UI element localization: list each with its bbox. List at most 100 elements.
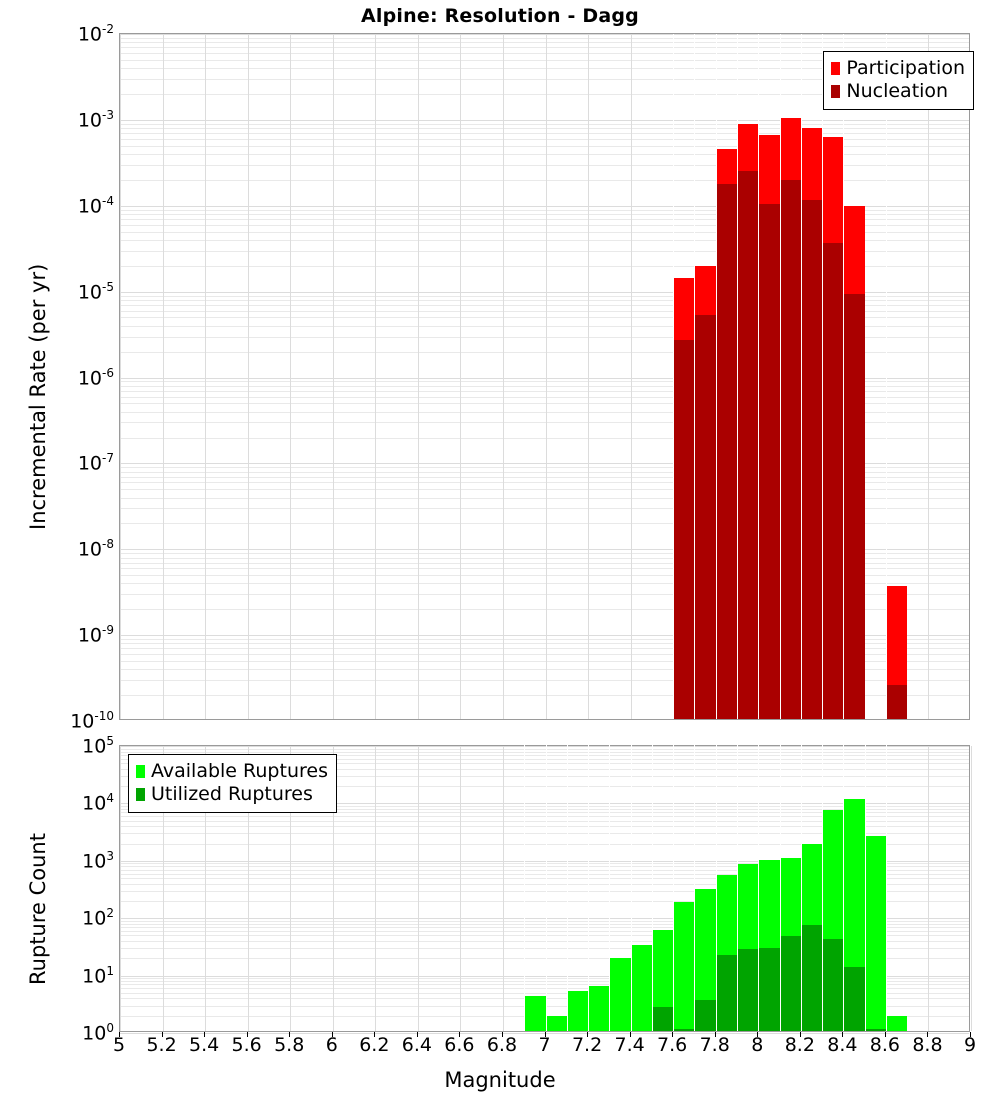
grid-line bbox=[120, 139, 969, 140]
grid-line bbox=[120, 648, 969, 649]
grid-line bbox=[120, 42, 969, 43]
grid-line bbox=[120, 755, 969, 756]
bar-separator bbox=[822, 34, 823, 719]
legend-item-participation[interactable]: Participation bbox=[831, 57, 965, 80]
grid-line bbox=[120, 643, 969, 644]
grid-line bbox=[120, 558, 969, 559]
legend-item-utilized-ruptures[interactable]: Utilized Ruptures bbox=[136, 783, 328, 806]
grid-line bbox=[120, 133, 969, 134]
grid-line bbox=[120, 219, 969, 220]
x-tick-mark bbox=[970, 1032, 971, 1037]
bar bbox=[716, 183, 737, 719]
bar-separator bbox=[865, 744, 866, 1031]
incremental-rate-legend: Participation Nucleation bbox=[823, 51, 974, 110]
grid-line-vertical bbox=[503, 34, 504, 719]
y-tick-label: 102 bbox=[82, 906, 114, 930]
grid-line bbox=[120, 206, 969, 207]
bar bbox=[758, 947, 780, 1031]
y-tick-label: 105 bbox=[82, 734, 114, 758]
x-tick-label: 8.8 bbox=[912, 1034, 943, 1056]
grid-line bbox=[120, 403, 969, 404]
grid-line bbox=[120, 508, 969, 509]
x-tick-label: 6.4 bbox=[401, 1034, 432, 1056]
x-tick-mark bbox=[587, 1032, 588, 1037]
x-tick-mark bbox=[332, 1032, 333, 1037]
grid-line-vertical bbox=[418, 34, 419, 719]
grid-line bbox=[120, 635, 969, 636]
grid-line bbox=[120, 422, 969, 423]
x-tick-label: 7.4 bbox=[614, 1034, 645, 1056]
rupture-count-y-axis-label: Rupture Count bbox=[26, 833, 50, 985]
grid-line bbox=[120, 978, 969, 979]
bar-separator bbox=[801, 744, 802, 1031]
grid-line bbox=[120, 927, 969, 928]
grid-line bbox=[120, 296, 969, 297]
x-tick-mark bbox=[247, 1032, 248, 1037]
bar bbox=[631, 945, 652, 1031]
grid-line bbox=[120, 803, 969, 804]
y-tick-label: 10-8 bbox=[77, 537, 114, 561]
grid-line bbox=[120, 609, 969, 610]
grid-line-vertical bbox=[248, 34, 249, 719]
grid-line bbox=[120, 786, 969, 787]
x-tick-mark bbox=[630, 1032, 631, 1037]
bar-separator bbox=[673, 744, 674, 1031]
x-tick-label: 7.6 bbox=[657, 1034, 688, 1056]
x-tick-mark bbox=[289, 1032, 290, 1037]
legend-item-nucleation[interactable]: Nucleation bbox=[831, 80, 965, 103]
legend-label: Utilized Ruptures bbox=[151, 783, 313, 805]
grid-line bbox=[120, 816, 969, 817]
grid-line bbox=[120, 776, 969, 777]
grid-line bbox=[120, 749, 969, 750]
legend-item-available-ruptures[interactable]: Available Ruptures bbox=[136, 760, 328, 783]
grid-line bbox=[120, 669, 969, 670]
x-tick-mark bbox=[204, 1032, 205, 1037]
grid-line-vertical bbox=[971, 746, 972, 1031]
grid-line bbox=[120, 553, 969, 554]
x-tick-label: 5 bbox=[112, 1034, 126, 1056]
bar-separator bbox=[737, 34, 738, 719]
bar-separator bbox=[737, 744, 738, 1031]
bar-separator bbox=[546, 744, 547, 1031]
grid-line bbox=[120, 583, 969, 584]
grid-line bbox=[120, 305, 969, 306]
grid-line bbox=[120, 240, 969, 241]
grid-line bbox=[120, 266, 969, 267]
y-tick-label: 10-7 bbox=[77, 451, 114, 475]
grid-line-vertical bbox=[163, 34, 164, 719]
x-tick-label: 7.2 bbox=[571, 1034, 603, 1056]
grid-line bbox=[120, 381, 969, 382]
grid-line-vertical bbox=[418, 746, 419, 1031]
bar-separator bbox=[780, 34, 781, 719]
bar-separator bbox=[716, 34, 717, 719]
x-tick-mark bbox=[119, 1032, 120, 1037]
grid-line-vertical bbox=[375, 746, 376, 1031]
grid-line bbox=[120, 993, 969, 994]
x-tick-mark bbox=[417, 1032, 418, 1037]
bar-separator bbox=[673, 34, 674, 719]
x-tick-label: 6.8 bbox=[486, 1034, 518, 1056]
x-tick-label: 8.2 bbox=[784, 1034, 815, 1056]
grid-line-vertical bbox=[588, 34, 589, 719]
grid-line bbox=[120, 180, 969, 181]
grid-line bbox=[120, 311, 969, 312]
grid-line bbox=[120, 146, 969, 147]
grid-line bbox=[120, 759, 969, 760]
x-tick-label: 8.4 bbox=[827, 1034, 858, 1056]
bar bbox=[865, 1028, 886, 1031]
utilized-ruptures-swatch-icon bbox=[136, 788, 145, 801]
grid-line-vertical bbox=[290, 746, 291, 1031]
grid-line bbox=[120, 210, 969, 211]
bar bbox=[758, 203, 780, 719]
grid-line bbox=[120, 472, 969, 473]
bar bbox=[865, 835, 886, 1031]
x-tick-label: 6.6 bbox=[444, 1034, 475, 1056]
x-tick-mark bbox=[162, 1032, 163, 1037]
grid-line bbox=[120, 812, 969, 813]
bar bbox=[843, 967, 865, 1031]
bar bbox=[843, 293, 865, 719]
grid-line bbox=[120, 467, 969, 468]
bar-separator bbox=[609, 744, 610, 1031]
bar-separator bbox=[588, 744, 589, 1031]
bar-separator bbox=[524, 744, 525, 1031]
